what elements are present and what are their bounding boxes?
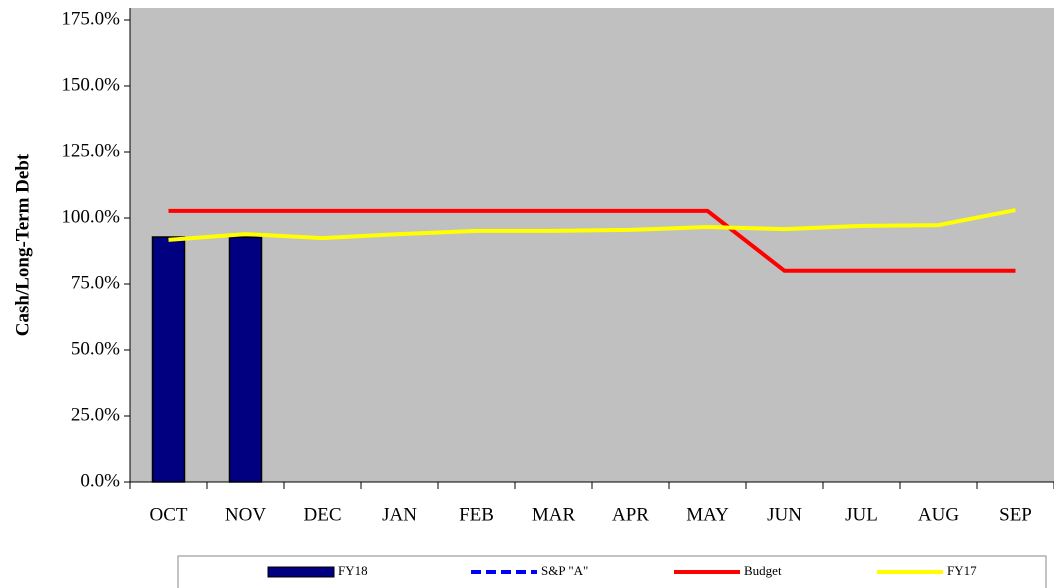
x-tick-label: NOV: [225, 504, 266, 525]
legend-label: Budget: [744, 563, 782, 578]
legend-swatch: [267, 566, 335, 578]
x-tick-label: AUG: [918, 504, 959, 525]
y-tick-label: 50.0%: [71, 338, 120, 359]
line: [168, 208, 1016, 273]
x-tick-label: MAR: [532, 504, 576, 525]
x-tick-label: FEB: [459, 504, 494, 525]
x-tick-label: OCT: [150, 504, 188, 525]
y-tick-label: 175.0%: [61, 8, 120, 29]
y-tick-label: 25.0%: [71, 404, 120, 425]
bar: [151, 236, 186, 483]
x-tick-label: MAY: [686, 504, 729, 525]
x-tick-label: JUN: [767, 504, 802, 525]
legend-label: FY18: [338, 563, 368, 578]
x-tick-label: SEP: [999, 504, 1032, 525]
y-tick-label: 75.0%: [71, 272, 120, 293]
y-axis-label: Cash/Long-Term Debt: [12, 153, 33, 336]
line: [168, 208, 1016, 242]
legend-label: S&P "A": [541, 563, 588, 578]
x-tick-label: APR: [612, 504, 649, 525]
legend-label: FY17: [947, 563, 977, 578]
y-tick-label: 125.0%: [61, 140, 120, 161]
bar: [228, 236, 263, 483]
y-tick-label: 0.0%: [80, 470, 120, 491]
x-tick-label: JUL: [845, 504, 878, 525]
x-tick-label: JAN: [382, 504, 417, 525]
y-tick-label: 150.0%: [61, 74, 120, 95]
x-tick-label: DEC: [304, 504, 342, 525]
plot-area: [130, 8, 1054, 482]
y-tick-label: 100.0%: [61, 206, 120, 227]
